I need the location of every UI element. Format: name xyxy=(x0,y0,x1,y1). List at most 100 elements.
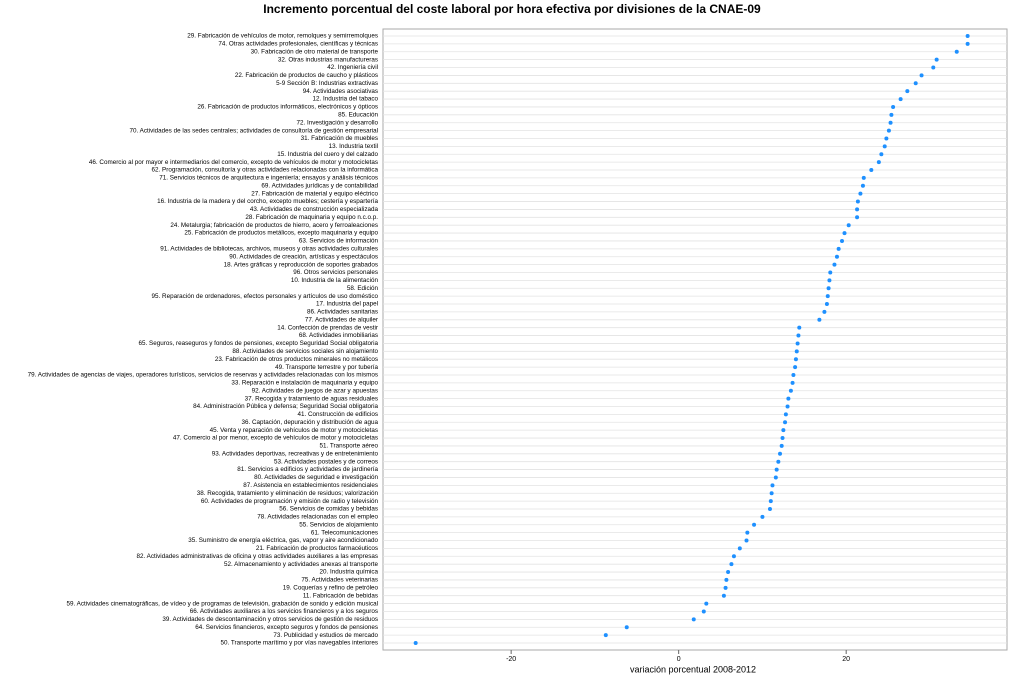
y-tick-label: 37. Recogida y tratamiento de aguas resi… xyxy=(245,395,378,402)
y-tick-label: 41. Construcción de edificios xyxy=(297,411,378,418)
dot xyxy=(701,609,706,614)
y-tick-label: 49. Transporte terrestre y por tubería xyxy=(275,364,378,371)
dot xyxy=(729,562,734,567)
y-tick-label: 63. Servicios de información xyxy=(299,238,379,245)
y-tick-label: 24. Metalurgia; fabricación de productos… xyxy=(170,222,378,229)
dot xyxy=(723,585,728,590)
y-tick-label: 66. Actividades auxiliares a los servici… xyxy=(190,608,378,615)
y-tick-label: 61. Telecomunicaciones xyxy=(311,529,378,536)
dot xyxy=(769,491,774,496)
y-tick-label: 35. Suministro de energía eléctrica, gas… xyxy=(188,537,378,544)
y-tick-label: 46. Comercio al por mayor e intermediari… xyxy=(89,159,378,166)
y-tick-label: 47. Comercio al por menor, excepto de ve… xyxy=(173,435,378,442)
dot xyxy=(919,73,924,78)
dot xyxy=(767,506,772,511)
y-tick-label: 64. Servicios financieros, excepto segur… xyxy=(195,624,378,631)
dot xyxy=(832,262,837,267)
y-tick-label: 93. Actividades deportivas, recreativas … xyxy=(212,450,379,457)
y-tick-label: 28. Fabricación de maquinaria y equipo n… xyxy=(245,214,378,221)
y-tick-label: 72. Investigación y desarrollo xyxy=(296,119,378,126)
y-tick-label: 65. Seguros, reaseguros y fondos de pens… xyxy=(139,340,379,347)
y-tick-label: 95. Reparación de ordenadores, efectos p… xyxy=(152,293,379,300)
dot xyxy=(934,57,939,62)
dot xyxy=(737,546,742,551)
y-tick-label: 25. Fabricación de productos metálicos, … xyxy=(184,230,378,237)
y-tick-label: 81. Servicios a edificios y actividades … xyxy=(237,466,378,473)
y-tick-label: 12. Industria del tabaco xyxy=(313,96,379,103)
dot xyxy=(839,238,844,243)
y-tick-label: 33. Reparación e instalación de maquinar… xyxy=(231,380,378,387)
dot xyxy=(827,278,832,283)
dot xyxy=(773,475,778,480)
dot xyxy=(882,144,887,149)
y-tick-label: 39. Actividades de descontaminación y ot… xyxy=(162,616,378,623)
dot xyxy=(731,554,736,559)
dot xyxy=(704,601,709,606)
dot xyxy=(744,538,749,543)
y-tick-label: 86. Actividades sanitarias xyxy=(307,309,378,316)
dot xyxy=(822,309,827,314)
dot xyxy=(774,467,779,472)
dot xyxy=(869,168,874,173)
y-tick-label: 74. Otras actividades profesionales, cie… xyxy=(218,41,378,48)
dot xyxy=(793,357,798,362)
y-tick-label: 15. Industria del cuero y del calzado xyxy=(277,151,378,158)
y-tick-label: 45. Venta y reparación de vehículos de m… xyxy=(210,427,378,434)
y-tick-label: 13. Industria textil xyxy=(329,143,378,150)
y-tick-label: 62. Programación, consultoría y otras ac… xyxy=(152,167,379,174)
chart-title: Incremento porcentual del coste laboral … xyxy=(263,2,761,16)
y-tick-label: 80. Actividades de seguridad e investiga… xyxy=(254,474,378,481)
y-tick-label: 18. Artes gráficas y reproducción de sop… xyxy=(224,261,378,268)
dot xyxy=(954,49,959,54)
y-tick-label: 68. Actividades inmobiliarias xyxy=(299,332,378,339)
dot xyxy=(855,207,860,212)
dot xyxy=(768,499,773,504)
y-tick-label: 16. Industria de la madera y del corcho,… xyxy=(157,198,378,205)
dot xyxy=(780,436,785,441)
y-tick-label: 87. Asistencia en establecimientos resid… xyxy=(243,482,378,489)
y-tick-label: 11. Fabricación de bebidas xyxy=(303,592,378,599)
dot xyxy=(855,215,860,220)
dot xyxy=(779,443,784,448)
y-tick-label: 96. Otros servicios personales xyxy=(293,269,378,276)
dot xyxy=(783,412,788,417)
y-tick-label: 88. Actividades de servicios sociales si… xyxy=(232,348,378,355)
dot xyxy=(817,317,822,322)
dot xyxy=(795,341,800,346)
y-tick-label: 17. Industria del papel xyxy=(316,301,378,308)
dot xyxy=(884,136,889,141)
dot xyxy=(778,451,783,456)
x-tick-label: 0 xyxy=(677,656,681,663)
dot xyxy=(826,286,831,291)
y-tick-label: 50. Transporte marítimo y por vías naveg… xyxy=(221,640,379,647)
dot xyxy=(846,223,851,228)
dot xyxy=(913,81,918,86)
dot xyxy=(791,372,796,377)
y-tick-label: 14. Confección de prendas de vestir xyxy=(277,324,378,331)
y-tick-label: 69. Actividades jurídicas y de contabili… xyxy=(261,182,378,189)
y-tick-label: 75. Actividades veterinarias xyxy=(301,577,378,584)
y-tick-label: 43. Actividades de construcción especial… xyxy=(250,206,379,213)
dot xyxy=(888,120,893,125)
y-tick-label: 71. Servicios técnicos de arquitectura e… xyxy=(159,175,378,182)
y-tick-label: 82. Actividades administrativas de ofici… xyxy=(137,553,379,560)
x-axis-title: variación porcentual 2008-2012 xyxy=(630,664,756,674)
y-tick-label: 20. Industria química xyxy=(320,569,379,576)
y-tick-label: 78. Actividades relacionadas con el empl… xyxy=(257,514,378,521)
y-tick-label: 22. Fabricación de productos de caucho y… xyxy=(235,72,378,79)
dot xyxy=(786,396,791,401)
y-tick-label: 51. Transporte aéreo xyxy=(320,443,379,450)
y-tick-label: 30. Fabricación de otro material de tran… xyxy=(251,48,379,55)
dot xyxy=(776,459,781,464)
dot xyxy=(724,577,729,582)
dot xyxy=(825,294,830,299)
y-tick-label: 42. Ingeniería civil xyxy=(327,64,378,71)
y-tick-label: 77. Actividades de alquiler xyxy=(305,316,378,323)
dot xyxy=(752,522,757,527)
y-tick-label: 59. Actividades cinematográficas, de víd… xyxy=(66,600,378,607)
dot xyxy=(691,617,696,622)
dot xyxy=(797,325,802,330)
dot xyxy=(836,246,841,251)
dot xyxy=(788,388,793,393)
